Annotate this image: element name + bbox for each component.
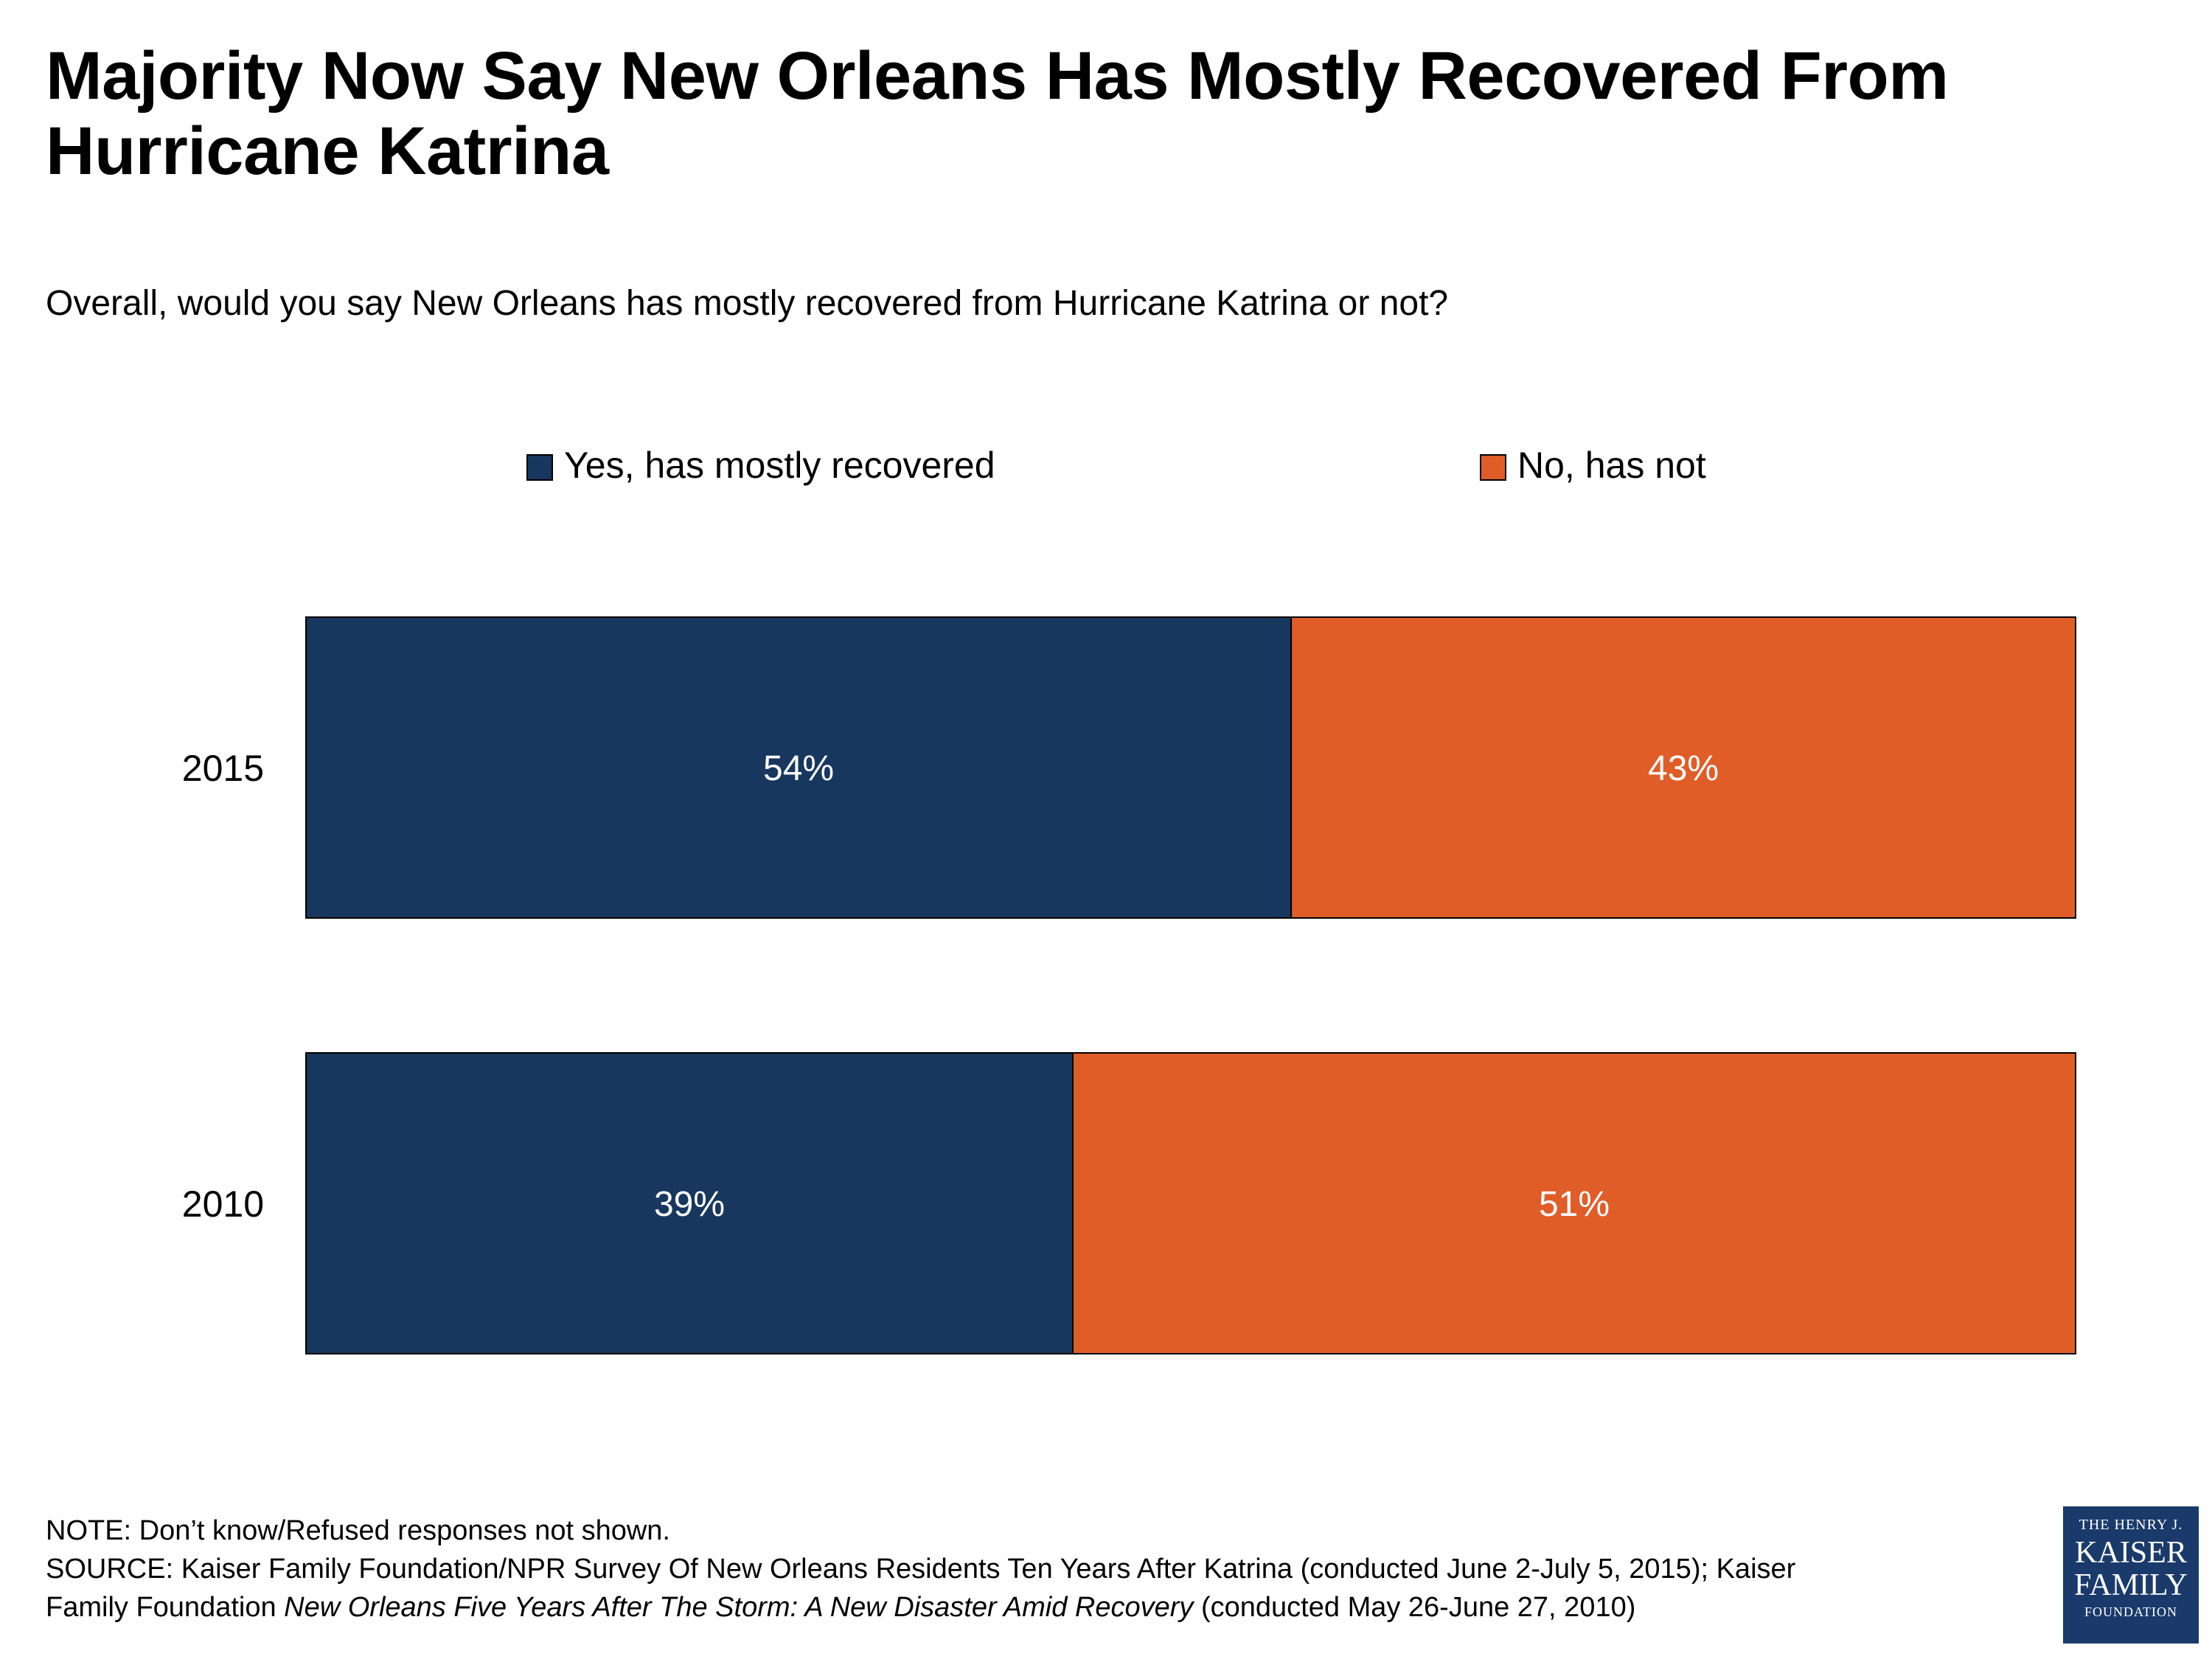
logo-line-1: THE HENRY J. [2079,1517,2183,1533]
source-line-2-suffix: (conducted May 26-June 27, 2010) [1193,1592,1636,1623]
source-line-1: SOURCE: Kaiser Family Foundation/NPR Sur… [46,1554,1796,1585]
stacked-bar-chart: Yes, has mostly recovered No, has not 2015… [182,445,2076,1354]
logo-line-4: FOUNDATION [2084,1604,2177,1619]
logo-line-2: KAISER [2075,1536,2187,1570]
footnote: NOTE: Don’t know/Refused responses not s… [46,1512,2037,1627]
data-label-2015-0: 54% [763,749,834,788]
legend-swatch-1 [1480,454,1506,481]
data-label-2010-0: 39% [654,1185,725,1224]
category-label-2010: 2010 [182,1183,264,1225]
kff-logo: THE HENRY J. KAISER FAMILY FOUNDATION [2063,1506,2199,1644]
source-line-2-prefix: Family Foundation [46,1592,285,1623]
source-report-title: New Orleans Five Years After The Storm: … [284,1592,1194,1623]
chart-subtitle: Overall, would you say New Orleans has m… [46,284,1449,323]
data-label-2015-1: 43% [1648,749,1719,788]
bar-2010-1 [1072,1052,2076,1354]
legend-label-0: Yes, has mostly recovered [564,445,995,486]
data-label-2010-1: 51% [1539,1185,1610,1224]
legend-label-1: No, has not [1517,445,1706,486]
source-line-2: Family Foundation New Orleans Five Years… [46,1588,2037,1627]
logo-line-3: FAMILY [2074,1568,2188,1602]
chart-title: Majority Now Say New Orleans Has Mostly … [46,38,1949,189]
legend-swatch-0 [526,454,553,481]
category-label-2015: 2015 [182,748,264,789]
note-text: NOTE: Don’t know/Refused responses not s… [46,1515,670,1546]
bar-2010-0 [305,1052,1074,1354]
bar-2015-1 [1290,616,2076,919]
